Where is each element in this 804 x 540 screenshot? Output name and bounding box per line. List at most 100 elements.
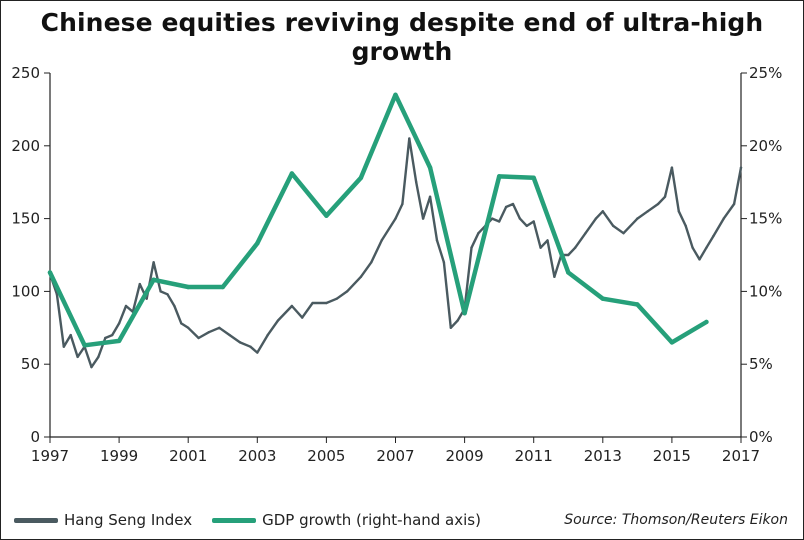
data-point-gdp-growth bbox=[289, 171, 295, 176]
series-line-gdp-growth bbox=[47, 92, 709, 348]
data-point-hang-seng bbox=[622, 231, 625, 235]
data-point-hang-seng bbox=[228, 333, 231, 337]
data-point-hang-seng bbox=[90, 365, 93, 369]
data-point-hang-seng bbox=[187, 326, 190, 329]
data-point-hang-seng bbox=[335, 297, 338, 300]
data-point-hang-seng bbox=[401, 202, 404, 206]
y-left-tick-label: 150 bbox=[11, 210, 40, 228]
data-point-hang-seng bbox=[511, 202, 515, 206]
data-point-hang-seng bbox=[301, 316, 304, 319]
data-point-gdp-growth bbox=[186, 284, 191, 290]
data-point-hang-seng bbox=[110, 333, 114, 337]
data-point-hang-seng bbox=[276, 319, 280, 322]
data-point-hang-seng bbox=[415, 181, 418, 184]
data-point-hang-seng bbox=[345, 290, 349, 293]
data-point-hang-seng bbox=[238, 341, 242, 344]
y-right-tick-label: 15% bbox=[749, 210, 782, 228]
y-right-tick-label: 0% bbox=[749, 428, 773, 446]
y-left-tick-label: 100 bbox=[11, 282, 40, 300]
data-point-hang-seng bbox=[732, 202, 736, 206]
chart-title: Chinese equities reviving despite end of… bbox=[40, 8, 764, 66]
data-point-hang-seng bbox=[76, 355, 79, 359]
y-right-tick-label: 25% bbox=[749, 64, 782, 82]
data-point-hang-seng bbox=[166, 293, 169, 296]
data-point-hang-seng bbox=[408, 137, 411, 140]
legend: Hang Seng Index GDP growth (right-hand a… bbox=[14, 509, 501, 531]
data-point-hang-seng bbox=[546, 239, 549, 242]
data-point-hang-seng bbox=[684, 224, 687, 228]
data-point-hang-seng bbox=[97, 355, 100, 359]
data-point-hang-seng bbox=[394, 217, 397, 220]
y-right-tick-label: 5% bbox=[749, 355, 773, 373]
data-point-hang-seng bbox=[594, 217, 598, 220]
data-point-gdp-growth bbox=[566, 270, 571, 275]
data-point-hang-seng bbox=[69, 333, 72, 337]
data-point-hang-seng bbox=[670, 166, 674, 169]
data-point-hang-seng bbox=[636, 217, 639, 220]
data-point-hang-seng bbox=[311, 301, 314, 305]
x-tick-label: 2007 bbox=[376, 447, 414, 465]
series-line-hang-seng bbox=[48, 137, 743, 369]
legend-label-gdp: GDP growth (right-hand axis) bbox=[262, 511, 481, 529]
x-tick-label: 2001 bbox=[169, 447, 207, 465]
data-point-hang-seng bbox=[705, 246, 708, 249]
legend-item-gdp: GDP growth (right-hand axis) bbox=[212, 511, 481, 529]
data-point-hang-seng bbox=[722, 217, 725, 220]
data-point-hang-seng bbox=[173, 304, 176, 308]
data-point-gdp-growth bbox=[427, 165, 433, 170]
data-point-hang-seng bbox=[104, 336, 107, 340]
data-point-gdp-growth bbox=[358, 175, 364, 181]
data-point-hang-seng bbox=[739, 166, 743, 169]
data-point-hang-seng bbox=[663, 195, 667, 198]
legend-swatch-gdp bbox=[212, 517, 257, 523]
y-right-tick-label: 10% bbox=[749, 282, 782, 300]
data-point-hang-seng bbox=[477, 231, 480, 235]
data-point-hang-seng bbox=[266, 333, 269, 337]
data-point-hang-seng bbox=[207, 330, 211, 334]
data-point-hang-seng bbox=[601, 210, 604, 213]
x-tick-label: 2003 bbox=[238, 447, 276, 465]
source-note: Source: Thomson/Reuters Eikon bbox=[564, 512, 788, 528]
data-point-hang-seng bbox=[539, 246, 542, 249]
data-point-hang-seng bbox=[218, 326, 221, 329]
data-point-hang-seng bbox=[449, 326, 452, 329]
x-tick-label: 1997 bbox=[31, 447, 69, 465]
data-point-hang-seng bbox=[117, 322, 121, 325]
data-point-gdp-growth bbox=[324, 213, 329, 218]
data-point-hang-seng bbox=[428, 195, 432, 198]
data-point-hang-seng bbox=[55, 293, 59, 296]
data-point-hang-seng bbox=[611, 224, 615, 228]
data-point-hang-seng bbox=[491, 217, 494, 220]
data-point-hang-seng bbox=[656, 202, 660, 206]
data-point-hang-seng bbox=[567, 253, 570, 257]
data-point-hang-seng bbox=[359, 275, 363, 279]
data-point-hang-seng bbox=[421, 217, 425, 220]
data-point-gdp-growth bbox=[255, 241, 260, 246]
data-point-hang-seng bbox=[456, 319, 459, 322]
data-point-hang-seng bbox=[518, 217, 522, 220]
data-point-hang-seng bbox=[525, 224, 528, 228]
data-point-gdp-growth bbox=[600, 296, 605, 301]
y-left-tick-label: 50 bbox=[21, 355, 40, 373]
data-point-hang-seng bbox=[691, 246, 694, 249]
data-point-gdp-growth bbox=[116, 338, 122, 344]
data-point-hang-seng bbox=[152, 261, 155, 264]
legend-swatch-hang-seng bbox=[14, 517, 58, 523]
data-point-hang-seng bbox=[159, 290, 162, 293]
x-tick-label: 2011 bbox=[515, 447, 553, 465]
data-point-hang-seng bbox=[573, 246, 577, 249]
x-tick-label: 2005 bbox=[307, 447, 345, 465]
data-point-hang-seng bbox=[553, 275, 556, 279]
data-point-gdp-growth bbox=[220, 284, 225, 290]
data-point-hang-seng bbox=[532, 220, 535, 223]
data-point-hang-seng bbox=[470, 246, 473, 249]
data-point-gdp-growth bbox=[496, 174, 502, 179]
data-point-hang-seng bbox=[380, 239, 383, 242]
y-right-tick-label: 20% bbox=[749, 137, 782, 155]
data-point-hang-seng bbox=[442, 261, 446, 264]
y-left-tick-label: 200 bbox=[11, 137, 40, 155]
data-point-gdp-growth bbox=[704, 319, 709, 325]
data-point-hang-seng bbox=[584, 231, 587, 235]
